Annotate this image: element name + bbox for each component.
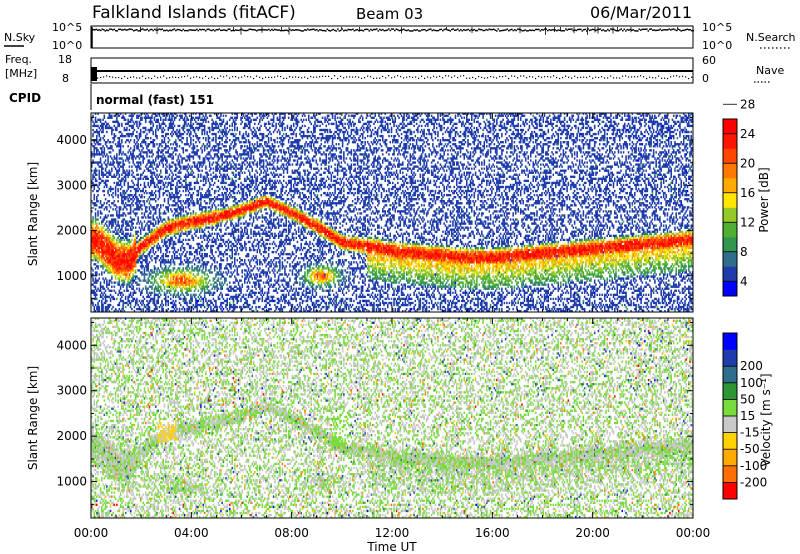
freq-label-line1: Freq. [5, 53, 32, 66]
date-title: 06/Mar/2011 [590, 3, 692, 22]
velocity-colorbar-label: -100 [740, 459, 767, 473]
colorbar-swatch [723, 208, 737, 223]
freq-label-line2: [MHz] [5, 67, 37, 80]
colorbar-swatch [723, 399, 737, 416]
y-tick-label: 1000 [56, 269, 87, 283]
colorbar-swatch [723, 267, 737, 282]
time-axis-label: Time UT [366, 540, 417, 554]
cpid-value: normal (fast) 151 [96, 93, 214, 107]
power-cells [91, 113, 693, 313]
colorbar-swatch [723, 416, 737, 433]
power-colorbar: Power [dB] 4 8 12 16 20 24 28 [723, 97, 771, 296]
nsky-tick-top: 10^5 [52, 21, 82, 34]
colorbar-swatch [723, 252, 737, 267]
colorbar-swatch [723, 383, 737, 400]
velocity-colorbar-label: -15 [740, 426, 760, 440]
nsky-strip: N.Sky 10^5 10^0 10^5 10^0 N.Search [4, 21, 796, 52]
colorbar-swatch [723, 350, 737, 367]
power-ylabel: Slant Range [km] [26, 162, 40, 266]
colorbar-swatch [723, 149, 737, 164]
velocity-panel: 1000 2000 3000 4000 Slant Range [km] 00:00 0… [26, 318, 710, 554]
velocity-colorbar: Velocity [m s⁻¹] -200-100-50-15155010020… [723, 333, 773, 499]
freq-strip: Freq. [MHz] 18 8 60 0 Nave [5, 53, 784, 85]
velocity-colorbar-label: 50 [740, 392, 755, 406]
nsky-tick-bottom: 10^0 [52, 39, 82, 52]
x-tick-label: 00:00 [74, 526, 109, 540]
colorbar-swatch [723, 466, 737, 483]
velocity-colorbar-label: 100 [740, 376, 763, 390]
power-panel: 1000 2000 3000 4000 Slant Range [km] [26, 113, 693, 313]
colorbar-swatch [723, 222, 737, 237]
colorbar-swatch [723, 237, 737, 252]
y-tick-label: 4000 [56, 133, 87, 147]
colorbar-swatch [723, 163, 737, 178]
power-colorbar-label: 20 [740, 156, 755, 170]
y-tick-label: 3000 [56, 178, 87, 192]
colorbar-swatch [723, 333, 737, 350]
colorbar-swatch [723, 119, 737, 134]
colorbar-swatch [723, 178, 737, 193]
y-tick-label: 1000 [56, 475, 87, 489]
velocity-ylabel: Slant Range [km] [26, 366, 40, 470]
radar-summary-figure: Falkland Islands (fitACF) Beam 03 06/Mar… [0, 0, 800, 554]
colorbar-swatch [723, 482, 737, 499]
nsearch-tick-bottom: 10^0 [702, 39, 732, 52]
power-colorbar-label: 24 [740, 127, 755, 141]
velocity-colorbar-label: 15 [740, 409, 755, 423]
nsearch-tick-top: 10^5 [702, 21, 732, 34]
colorbar-swatch [723, 281, 737, 296]
velocity-colorbar-label: 200 [740, 359, 763, 373]
velocity-colorbar-label: -50 [740, 442, 760, 456]
y-tick-label: 2000 [56, 429, 87, 443]
station-title: Falkland Islands (fitACF) [92, 3, 296, 23]
y-tick-label: 2000 [56, 224, 87, 238]
colorbar-swatch [723, 134, 737, 149]
nsky-label: N.Sky [4, 31, 36, 44]
colorbar-swatch [723, 433, 737, 450]
nave-tick-bottom: 0 [702, 72, 709, 85]
x-tick-label: 20:00 [575, 526, 610, 540]
power-colorbar-title: Power [dB] [757, 167, 771, 232]
nave-tick-top: 60 [702, 54, 716, 67]
colorbar-swatch [723, 366, 737, 383]
power-colorbar-label: 28 [740, 97, 755, 111]
power-colorbar-label: 4 [740, 274, 748, 288]
power-colorbar-label: 16 [740, 186, 755, 200]
x-tick-label: 04:00 [174, 526, 209, 540]
nsearch-label: N.Search [746, 31, 796, 44]
power-colorbar-label: 8 [740, 245, 748, 259]
colorbar-swatch [723, 193, 737, 208]
x-tick-label: 12:00 [375, 526, 410, 540]
colorbar-swatch [723, 449, 737, 466]
beam-title: Beam 03 [356, 5, 423, 23]
x-tick-label: 08:00 [274, 526, 309, 540]
power-colorbar-label: 12 [740, 215, 755, 229]
x-tick-label: 16:00 [475, 526, 510, 540]
cpid-row: CPID normal (fast) 151 [9, 84, 214, 110]
nave-trace [91, 67, 692, 81]
cpid-label: CPID [9, 91, 41, 105]
nsky-trace [91, 27, 694, 48]
x-tick-label: 00:00 [676, 526, 711, 540]
y-tick-label: 3000 [56, 384, 87, 398]
nave-label: Nave [756, 64, 784, 77]
velocity-cells [91, 318, 693, 519]
freq-tick-top: 18 [58, 53, 72, 66]
freq-tick-bottom: 8 [62, 72, 69, 85]
y-tick-label: 4000 [56, 338, 87, 352]
velocity-colorbar-label: -200 [740, 475, 767, 489]
